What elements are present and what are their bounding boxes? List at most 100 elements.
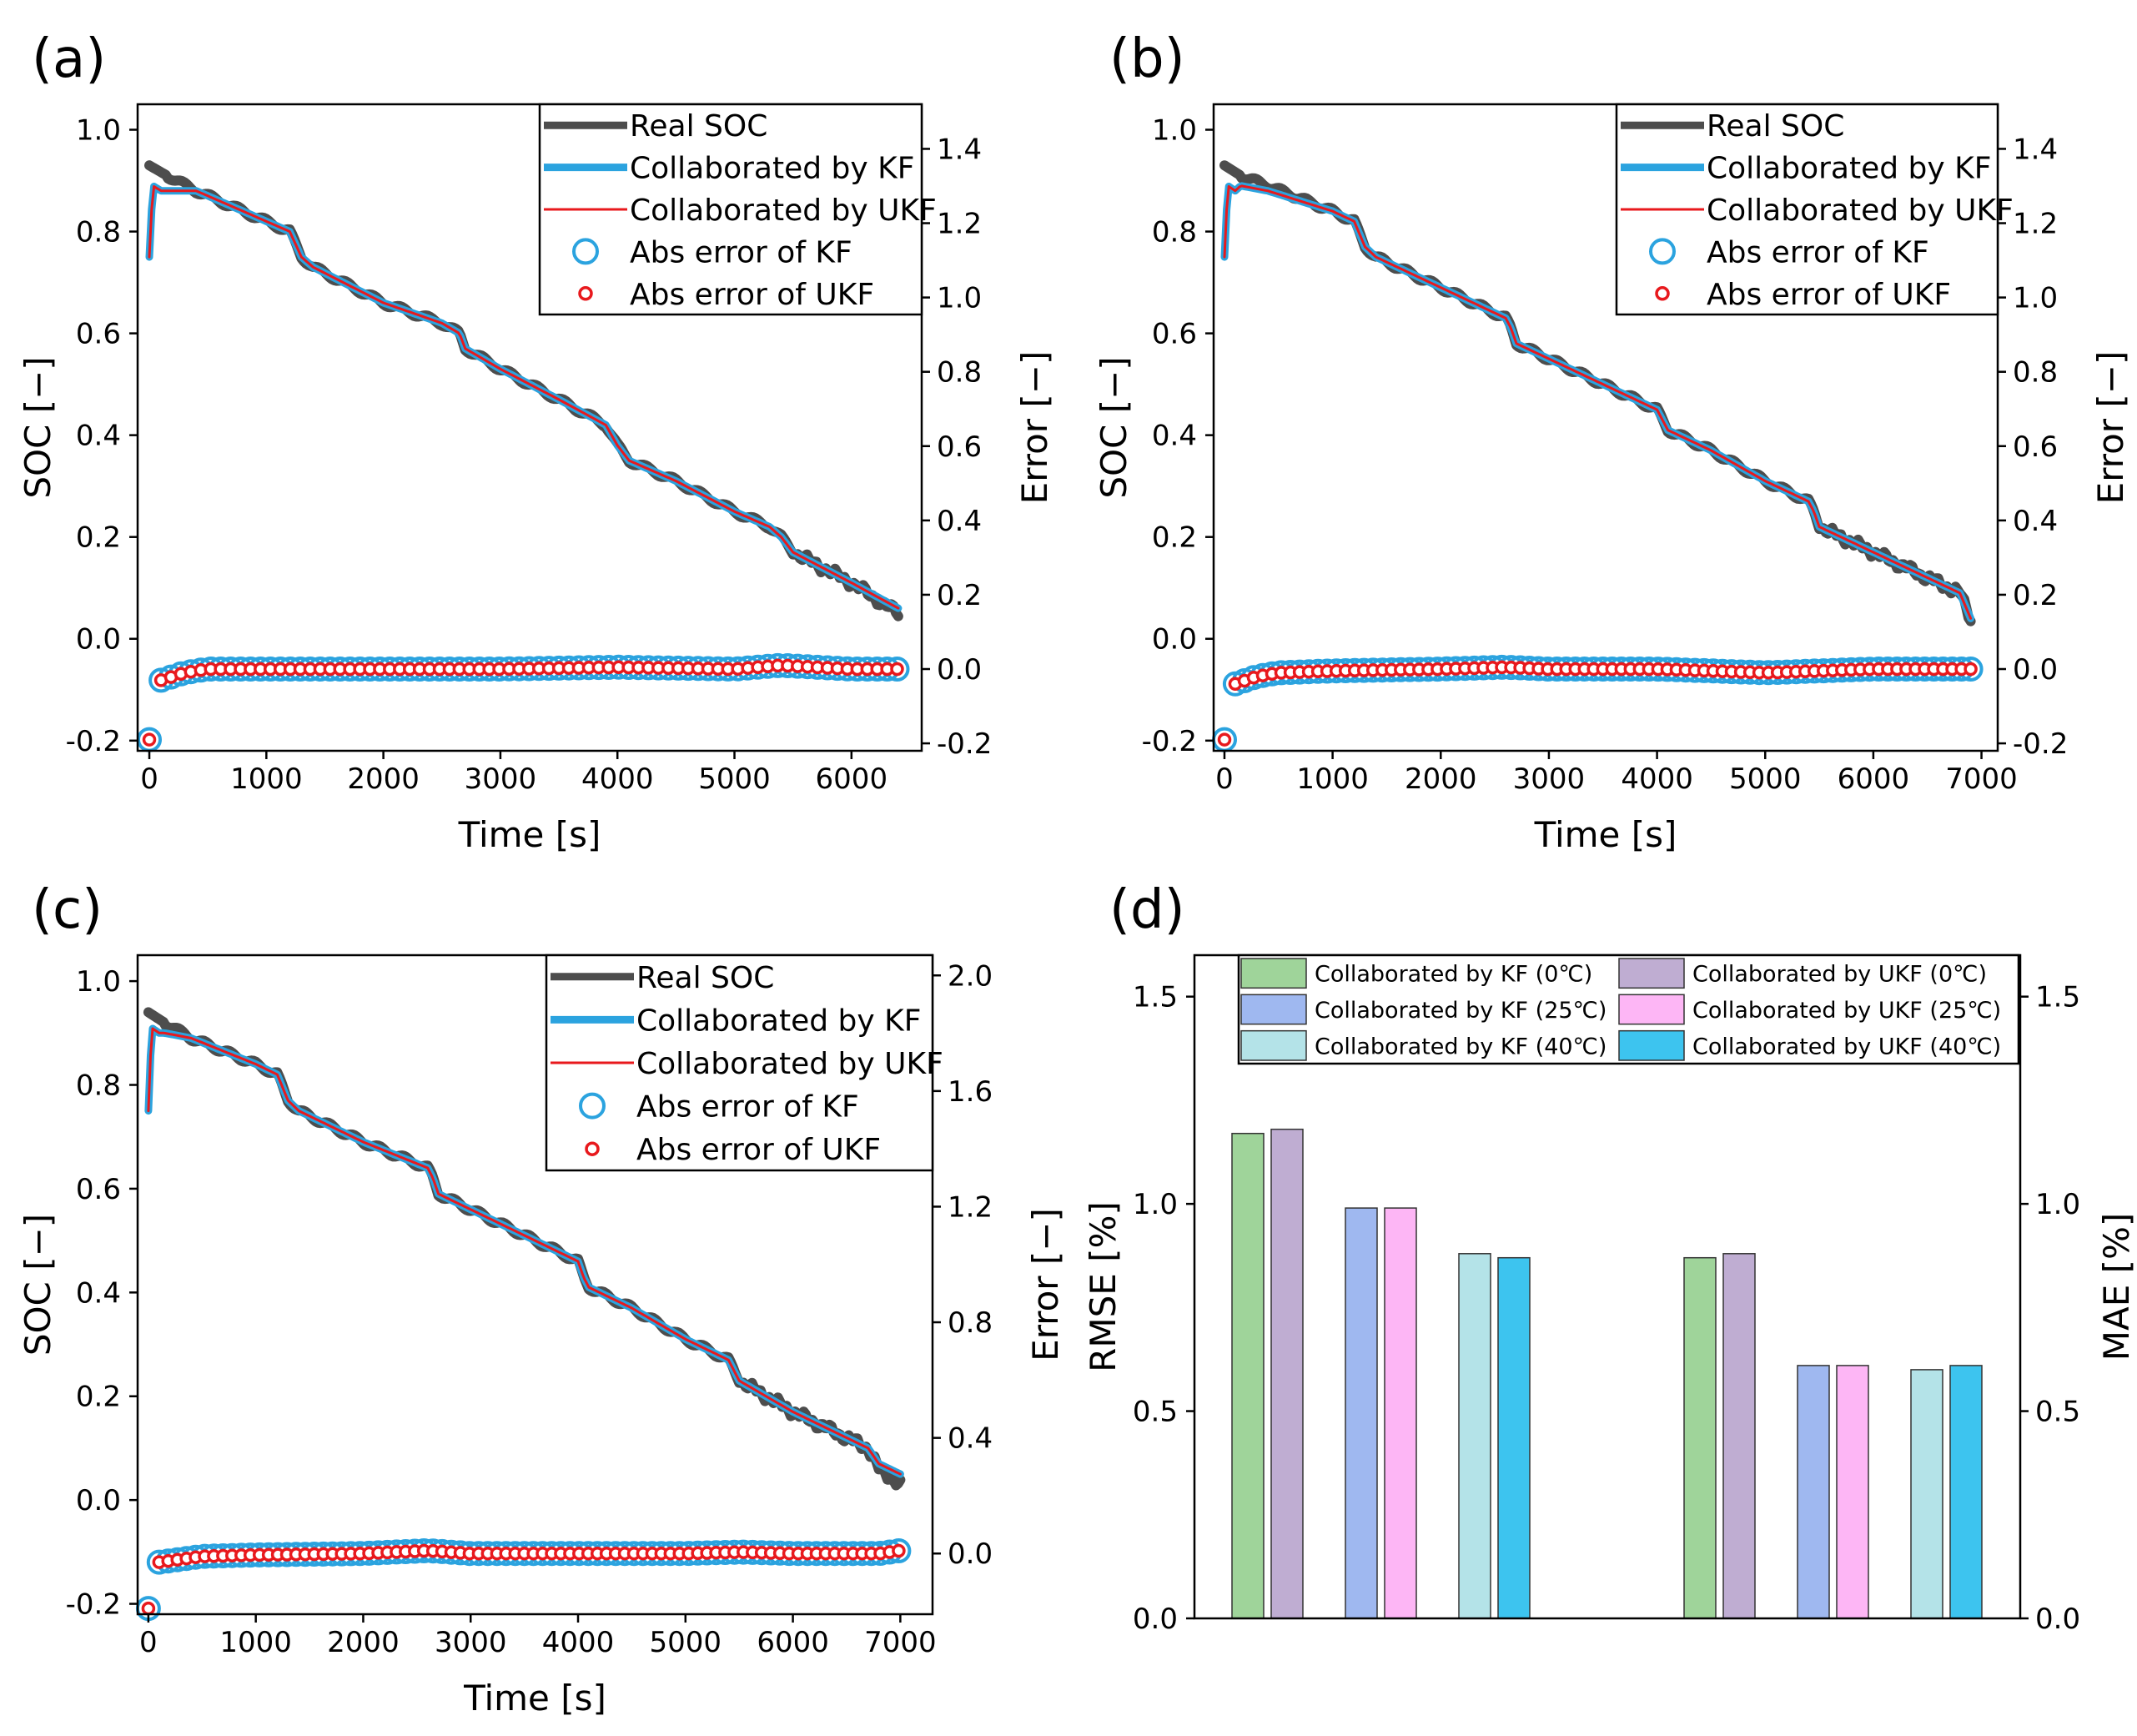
- panel-a-y2tick-label-5: 0.8: [937, 356, 982, 390]
- panel-b-xtick-label-5: 5000: [1729, 762, 1802, 796]
- panel-a-legend-box: [538, 103, 923, 316]
- panel-c-xtick-label-6: 6000: [757, 1626, 829, 1659]
- panel-d-y2-axis-title: MAE [%]: [2096, 1213, 2137, 1361]
- panel-d-bar-rmse-1: [1270, 1128, 1304, 1619]
- panel-b-y2tick-label-8: 1.4: [2013, 133, 2058, 166]
- panel-d-legend-label-3: Collaborated by UKF (25℃): [1692, 998, 2001, 1024]
- panel-d-legend-swatch-0: [1240, 958, 1307, 989]
- panel-c-ytick-label-5: 0.8: [76, 1069, 121, 1103]
- panel-d-bar-mae-3: [1836, 1365, 1869, 1619]
- panel-a-legend-label-0: Real SOC: [630, 109, 767, 143]
- panel-c-series-2-line: [147, 1027, 902, 1476]
- panel-b: (b) 0 1000 2000 3000 4000 5000 6000 7000-0.20.0…: [1094, 28, 2131, 855]
- panel-d-ytick-label-3: 1.5: [1133, 981, 1178, 1014]
- panel-a-y2tick-label-1: 0.0: [937, 653, 982, 687]
- panel-b-ytick-label-6: 1.0: [1152, 114, 1197, 148]
- panel-a-xtick-label-1: 1000: [230, 762, 303, 796]
- panel-a-ytick-label-4: 0.6: [76, 318, 121, 351]
- panel-d-ytick-label-0: 0.0: [1133, 1603, 1178, 1636]
- panel-b-xtick-label-6: 6000: [1838, 762, 1910, 796]
- panel-d-bar-mae-4: [1910, 1369, 1943, 1619]
- panel-c-y2tick-label-5: 2.0: [948, 959, 993, 993]
- panel-c-legend-label-0: Real SOC: [636, 961, 774, 995]
- panel-c: (c) 0 1000 2000 3000 4000 5000 6000 7000 -0.2 0.0…: [18, 879, 1066, 1718]
- panel-d-legend-label-4: Collaborated by KF (40℃): [1315, 1034, 1607, 1059]
- panel-b-legend-label-2: Collaborated by UKF: [1707, 194, 2014, 228]
- panel-a-legend-label-3: Abs error of KF: [630, 235, 852, 269]
- panel-b-y-axis-title: SOC [−]: [1094, 356, 1134, 498]
- panel-c-xtick-label-1: 1000: [219, 1626, 292, 1659]
- panel-d-legend-swatch-5: [1618, 1029, 1685, 1061]
- panel-c-ytick-label-1: 0.0: [76, 1484, 121, 1517]
- panel-a-ukf-error-marker-75: [890, 662, 904, 677]
- panel-b-plot-frame: [1212, 103, 1999, 752]
- panel-b-legend-label-0: Real SOC: [1707, 109, 1844, 143]
- panel-b-ytick-label-2: 0.2: [1152, 521, 1197, 555]
- panel-a-label: (a): [32, 28, 106, 90]
- panel-d-ytick-label-2: 1.0: [1133, 1188, 1178, 1221]
- panel-a-xtick-label-6: 6000: [816, 762, 888, 796]
- panel-c-xtick-label-0: 0: [139, 1626, 158, 1659]
- panel-b-xtick-label-4: 4000: [1621, 762, 1693, 796]
- panel-a-legend-label-1: Collaborated by KF: [630, 152, 914, 186]
- panel-c-legend-swatch-3: [579, 1092, 606, 1120]
- panel-c-x-axis-title: Time [s]: [463, 1678, 606, 1718]
- panel-a-y2tick-label-4: 0.6: [937, 430, 982, 464]
- panel-d-ytick-label-1: 0.5: [1133, 1396, 1178, 1429]
- panel-c-xtick-label-5: 5000: [650, 1626, 722, 1659]
- panel-a-xtick-label-3: 3000: [465, 762, 537, 796]
- panel-c-ytick-label-6: 1.0: [76, 965, 121, 999]
- panel-c-y2tick-label-0: 0.0: [948, 1537, 993, 1571]
- panel-d-y2tick-label-0: 0.0: [2035, 1603, 2080, 1636]
- panel-d-y2tick-label-3: 1.5: [2035, 981, 2080, 1014]
- panel-c-xtick-label-2: 2000: [327, 1626, 400, 1659]
- panel-a-y2tick-label-8: 1.4: [937, 133, 982, 166]
- panel-c-ytick-label-3: 0.4: [76, 1276, 121, 1310]
- panel-c-legend-label-2: Collaborated by UKF: [636, 1047, 943, 1081]
- panel-b-xtick-label-0: 0: [1215, 762, 1234, 796]
- panel-b-xtick-label-1: 1000: [1296, 762, 1369, 796]
- panel-c-legend-label-4: Abs error of UKF: [636, 1133, 881, 1167]
- panel-d-legend-swatch-2: [1240, 994, 1307, 1025]
- panel-a-y2tick-label-7: 1.2: [937, 208, 982, 241]
- panel-c-ytick-label-4: 0.6: [76, 1173, 121, 1206]
- panel-d-legend-swatch-1: [1618, 958, 1685, 989]
- panel-d-bar-mae-0: [1683, 1256, 1717, 1619]
- panel-b-y2tick-label-2: 0.2: [2013, 579, 2058, 612]
- panel-d-legend-label-5: Collaborated by UKF (40℃): [1692, 1034, 2001, 1059]
- panel-b-y2tick-label-6: 1.0: [2013, 282, 2058, 315]
- panel-c-xtick-label-7: 7000: [864, 1626, 937, 1659]
- panel-d-y-axis-title: RMSE [%]: [1083, 1201, 1124, 1372]
- panel-a-y2tick-label-0: -0.2: [937, 727, 992, 761]
- panel-b-ukf-error-marker-0: [1217, 732, 1232, 747]
- panel-a-ytick-label-1: 0.0: [76, 623, 121, 657]
- panel-a-y2tick-label-3: 0.4: [937, 505, 982, 538]
- panel-a-xtick-label-5: 5000: [698, 762, 771, 796]
- panel-d-y2tick-label-1: 0.5: [2035, 1396, 2080, 1429]
- panel-b-y2-axis-title: Error [−]: [2090, 351, 2131, 505]
- panel-a-y2tick-label-6: 1.0: [937, 282, 982, 315]
- panel-c-xtick-label-3: 3000: [435, 1626, 507, 1659]
- panel-b-ukf-error-marker-81: [1964, 662, 1978, 677]
- panel-b-xtick-label-3: 3000: [1513, 762, 1586, 796]
- panel-c-xtick-label-4: 4000: [542, 1626, 615, 1659]
- panel-b-legend-swatch-3: [1649, 238, 1676, 265]
- panel-a-ytick-label-5: 0.8: [76, 216, 121, 249]
- panel-a-y2-axis-title: Error [−]: [1014, 351, 1055, 505]
- panel-b-y2tick-label-1: 0.0: [2013, 653, 2058, 687]
- panel-a-series-2-line: [148, 185, 900, 610]
- panel-b-ytick-label-5: 0.8: [1152, 216, 1197, 249]
- panel-b-ytick-label-0: -0.2: [1142, 725, 1197, 758]
- panel-c-y2-axis-title: Error [−]: [1025, 1208, 1066, 1361]
- panel-d-y2tick-label-2: 1.0: [2035, 1188, 2080, 1221]
- panel-b-y2tick-label-5: 0.8: [2013, 356, 2058, 390]
- panel-b-y2tick-label-4: 0.6: [2013, 430, 2058, 464]
- panel-b-xtick-label-2: 2000: [1405, 762, 1477, 796]
- panel-b-legend-label-3: Abs error of KF: [1707, 235, 1929, 269]
- panel-d-legend-label-2: Collaborated by KF (25℃): [1315, 998, 1607, 1024]
- panel-a-ytick-label-2: 0.2: [76, 521, 121, 555]
- panel-b-ytick-label-4: 0.6: [1152, 318, 1197, 351]
- panel-b-y2tick-label-3: 0.4: [2013, 505, 2058, 538]
- panel-c-ytick-label-2: 0.2: [76, 1381, 121, 1414]
